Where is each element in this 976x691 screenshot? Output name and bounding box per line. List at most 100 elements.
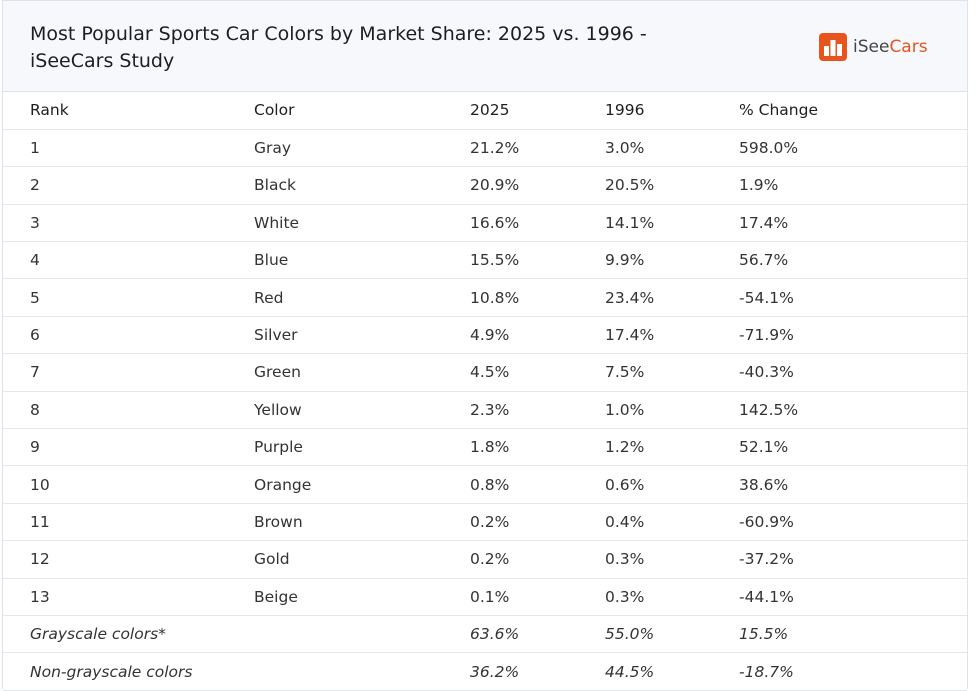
column-header: Rank	[3, 92, 254, 130]
table-row: 9 Purple 1.8% 1.2% 52.1%	[3, 428, 967, 467]
cell: 21.2%	[470, 129, 605, 168]
column-header: % Change	[739, 92, 967, 130]
cell: Non-grayscale colors	[3, 652, 470, 691]
table-body: 1 Gray 21.2% 3.0% 598.0% 2 Black 20.9% 20.5% 1.9%…	[3, 129, 967, 691]
title: Most Popular Sports Car Colors by Market…	[30, 23, 647, 72]
logo-text: iSee	[853, 37, 890, 57]
cell: 1.9%	[739, 166, 967, 205]
cell: 142.5%	[739, 391, 967, 430]
cell: 1.0%	[605, 391, 739, 430]
cell: 56.7%	[739, 241, 967, 280]
cell: -37.2%	[739, 540, 967, 579]
cell: 7	[3, 353, 254, 392]
cell: 44.5%	[605, 652, 739, 691]
cell: Silver	[254, 316, 470, 355]
cell: 0.6%	[605, 465, 739, 504]
table-row: 12 Gold 0.2% 0.3% -37.2%	[3, 540, 967, 579]
data-table: Rank Color 2025 1996% Change 1 Gray 21.2% 3.0%…	[3, 92, 967, 691]
cell: 16.6%	[470, 204, 605, 243]
cell: 20.9%	[470, 166, 605, 205]
cell: White	[254, 204, 470, 243]
cell: 1	[3, 129, 254, 168]
cell: 38.6%	[739, 465, 967, 504]
table-row: 11 Brown 0.2% 0.4% -60.9%	[3, 503, 967, 542]
cell: 1.2%	[605, 428, 739, 467]
cell: 9.9%	[605, 241, 739, 280]
summary-row: Non-grayscale colors 36.2% 44.5% -18.7%	[3, 652, 967, 691]
table-row: 7 Green 4.5% 7.5% -40.3%	[3, 353, 967, 392]
cell: Beige	[254, 578, 470, 616]
logo-text: Cars	[889, 37, 928, 57]
cell: 15.5%	[739, 615, 967, 654]
cell: Brown	[254, 503, 470, 542]
logo[interactable]: iSee Cars	[819, 33, 928, 61]
column-header: 2025	[470, 92, 605, 130]
cell: 52.1%	[739, 428, 967, 467]
cell: 2.3%	[470, 391, 605, 430]
cell: 2	[3, 166, 254, 205]
cell: 15.5%	[470, 241, 605, 280]
cell: Gray	[254, 129, 470, 168]
cell: 9	[3, 428, 254, 467]
cell: 0.1%	[470, 578, 605, 616]
cell: 14.1%	[605, 204, 739, 243]
cell: 3.0%	[605, 129, 739, 168]
cell: 0.8%	[470, 465, 605, 504]
cell: 13	[3, 578, 254, 616]
cell: Green	[254, 353, 470, 392]
cell: 11	[3, 503, 254, 542]
cell: 6	[3, 316, 254, 355]
cell: 7.5%	[605, 353, 739, 392]
cell: Black	[254, 166, 470, 205]
cell: 55.0%	[605, 615, 739, 654]
header-row: Rank Color 2025 1996% Change	[3, 92, 967, 130]
cell: Yellow	[254, 391, 470, 430]
table-row: 1 Gray 21.2% 3.0% 598.0%	[3, 129, 967, 168]
column-header: 1996	[605, 92, 739, 130]
cell: -44.1%	[739, 578, 967, 616]
cell: Purple	[254, 428, 470, 467]
cell: 17.4%	[605, 316, 739, 355]
table-row: 13 Beige 0.1% 0.3% -44.1%	[3, 578, 967, 616]
cell: 4.5%	[470, 353, 605, 392]
cell: 63.6%	[470, 615, 605, 654]
cell: -18.7%	[739, 652, 967, 691]
cell: 0.2%	[470, 503, 605, 542]
cell: 5	[3, 278, 254, 317]
cell: 0.4%	[605, 503, 739, 542]
cell: 0.2%	[470, 540, 605, 579]
table-row: 4 Blue 15.5% 9.9% 56.7%	[3, 241, 967, 280]
cell: 20.5%	[605, 166, 739, 205]
cell: 3	[3, 204, 254, 243]
cell: 36.2%	[470, 652, 605, 691]
table-row: 5 Red 10.8% 23.4% -54.1%	[3, 278, 967, 317]
cell: 0.3%	[605, 540, 739, 579]
logo-icon	[819, 33, 847, 61]
cell: 598.0%	[739, 129, 967, 168]
cell: -71.9%	[739, 316, 967, 355]
table-row: 2 Black 20.9% 20.5% 1.9%	[3, 166, 967, 205]
cell: -40.3%	[739, 353, 967, 392]
cell: Red	[254, 278, 470, 317]
cell: Gold	[254, 540, 470, 579]
summary-row: Grayscale colors* 63.6% 55.0% 15.5%	[3, 615, 967, 654]
cell: 0.3%	[605, 578, 739, 616]
cell: -54.1%	[739, 278, 967, 317]
table-row: 6 Silver 4.9% 17.4% -71.9%	[3, 316, 967, 355]
header: Most Popular Sports Car Colors by Market…	[3, 1, 967, 92]
cell: Orange	[254, 465, 470, 504]
cell: 4	[3, 241, 254, 280]
cell: -60.9%	[739, 503, 967, 542]
cell: 10.8%	[470, 278, 605, 317]
cell: 8	[3, 391, 254, 430]
table-row: 10 Orange 0.8% 0.6% 38.6%	[3, 465, 967, 504]
cell: 4.9%	[470, 316, 605, 355]
column-header: Color	[254, 92, 470, 130]
cell: Grayscale colors*	[3, 615, 470, 654]
cell: 12	[3, 540, 254, 579]
cell: 17.4%	[739, 204, 967, 243]
table-row: 3 White 16.6% 14.1% 17.4%	[3, 204, 967, 243]
cell: 1.8%	[470, 428, 605, 467]
